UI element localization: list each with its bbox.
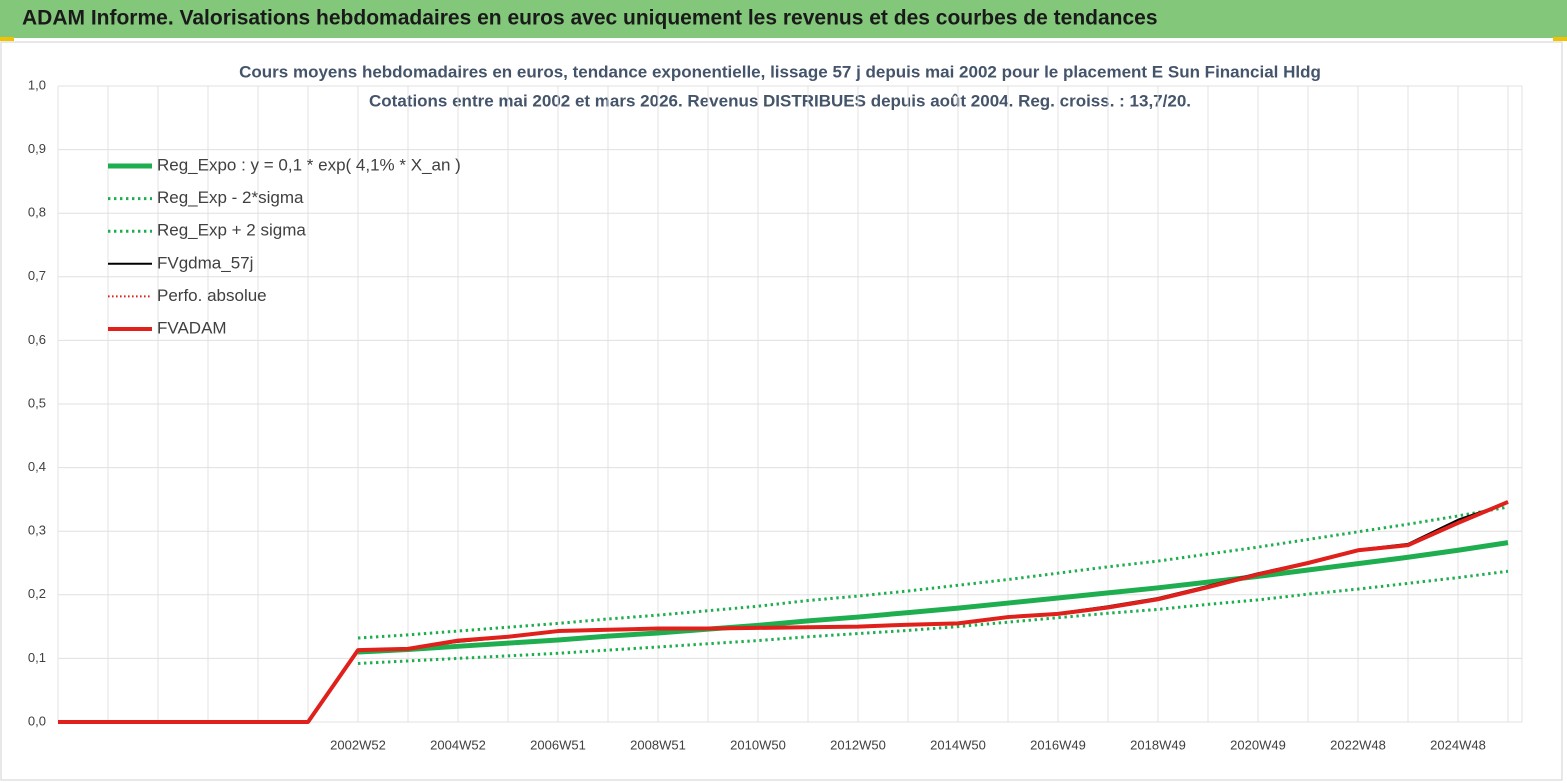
series-line (357, 540, 1509, 655)
legend-label: Reg_Expo : y = 0,1 * exp( 4,1% * X_an ) (157, 155, 461, 174)
chart-subtitle: Cotations entre mai 2002 et mars 2026. R… (369, 91, 1191, 110)
y-tick-label: 1,0 (28, 77, 46, 92)
legend-label: FVADAM (157, 318, 227, 337)
x-tick-label: 2002W52 (330, 737, 386, 752)
y-tick-label: 0,4 (28, 459, 46, 474)
x-tick-label: 2016W49 (1030, 737, 1086, 752)
y-tick-label: 0,2 (28, 586, 46, 601)
x-tick-label: 2010W50 (730, 737, 786, 752)
x-tick-label: 2004W52 (430, 737, 486, 752)
series-line (357, 569, 1509, 665)
accent (1553, 37, 1567, 41)
y-tick-label: 0,1 (28, 650, 46, 665)
x-tick-label: 2022W48 (1330, 737, 1386, 752)
legend-label: Perfo. absolue (157, 286, 267, 305)
legend-label: Reg_Exp + 2 sigma (157, 221, 306, 240)
legend-label: Reg_Exp - 2*sigma (157, 188, 304, 207)
x-tick-label: 2024W48 (1430, 737, 1486, 752)
accent (0, 37, 14, 41)
page-title: ADAM Informe. Valorisations hebdomadaire… (22, 7, 1158, 30)
x-tick-label: 2012W50 (830, 737, 886, 752)
x-tick-label: 2014W50 (930, 737, 986, 752)
x-tick-label: 2020W49 (1230, 737, 1286, 752)
series-line (357, 505, 1509, 640)
chart-title: Cours moyens hebdomadaires en euros, ten… (239, 62, 1321, 81)
chart-frame (0, 41, 1563, 781)
y-tick-label: 0,8 (28, 205, 46, 220)
y-tick-label: 0,7 (28, 268, 46, 283)
x-tick-label: 2008W51 (630, 737, 686, 752)
y-tick-label: 0,5 (28, 395, 46, 410)
y-tick-label: 0,6 (28, 332, 46, 347)
y-tick-label: 0,0 (28, 713, 46, 728)
x-tick-label: 2018W49 (1130, 737, 1186, 752)
series-line (58, 500, 1509, 724)
x-tick-label: 2006W51 (530, 737, 586, 752)
header-bar (0, 0, 1567, 38)
legend-label: FVgdma_57j (157, 253, 253, 272)
y-tick-label: 0,9 (28, 141, 46, 156)
y-tick-label: 0,3 (28, 523, 46, 538)
